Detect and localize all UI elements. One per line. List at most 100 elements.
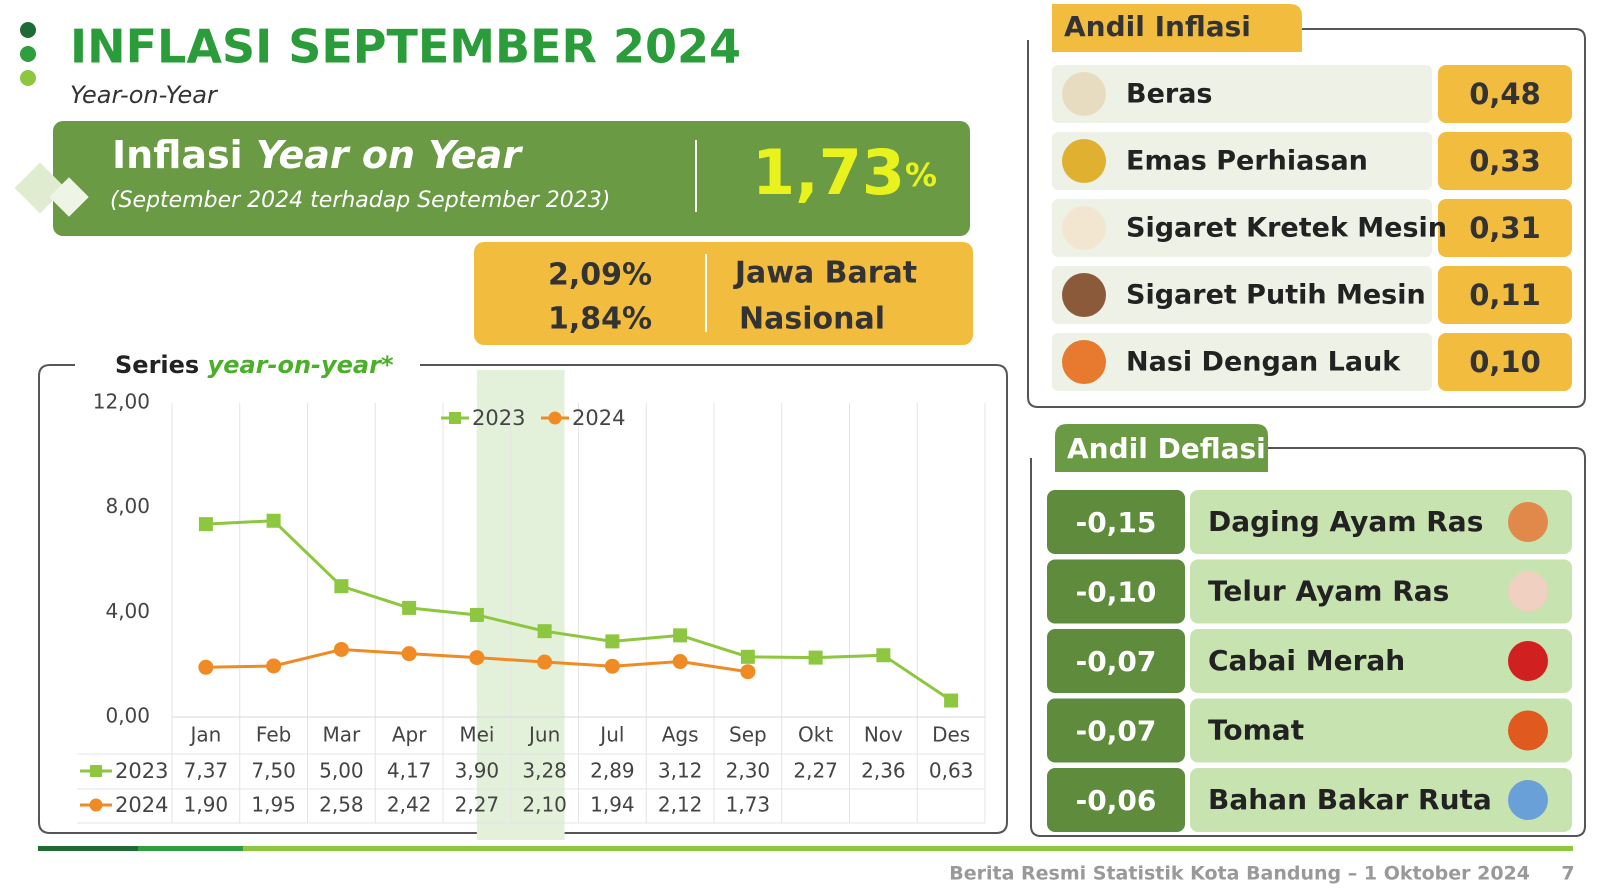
table-value: 2,42: [387, 793, 432, 817]
dot: [20, 70, 36, 86]
item-box: [1052, 333, 1432, 391]
item-value: 0,48: [1469, 77, 1541, 111]
legend-marker: [449, 412, 461, 424]
footer-bar: [243, 846, 1573, 851]
item-label: Nasi Dengan Lauk: [1126, 347, 1401, 378]
summary-value: 1,73%: [752, 136, 937, 209]
value-box: [1438, 266, 1572, 324]
item-box: [1052, 65, 1432, 123]
chart-title: Series year-on-year*: [115, 351, 394, 379]
series-line: [205, 519, 952, 702]
decor: [14, 162, 66, 214]
value-box: [1047, 698, 1185, 763]
item-label: Cabai Merah: [1208, 644, 1405, 677]
item-icon: [1508, 780, 1548, 820]
point: [604, 658, 620, 674]
item-box: [1052, 199, 1432, 257]
point: [402, 600, 417, 615]
value-box: [1438, 333, 1572, 391]
item-value: -0,15: [1076, 506, 1157, 539]
table-value: 3,90: [455, 759, 500, 783]
item-label: Tomat: [1208, 714, 1304, 747]
summary-unit: %: [905, 156, 937, 194]
table-value: 2,30: [726, 759, 771, 783]
point: [401, 646, 417, 662]
x-tick-label: Mei: [459, 723, 494, 747]
point: [266, 513, 281, 528]
point: [333, 641, 349, 657]
point: [672, 654, 688, 670]
y-tick-label: 12,00: [93, 390, 150, 414]
item-icon: [1508, 571, 1548, 612]
value-box: [1047, 768, 1185, 832]
point: [876, 648, 891, 663]
point: [740, 649, 755, 664]
x-tick-label: Nov: [864, 723, 903, 747]
summary-label: Inflasi Year on Year: [112, 133, 523, 177]
table-value: 2,27: [793, 759, 838, 783]
table-value: 1,90: [184, 793, 229, 817]
item-icon: [1508, 710, 1548, 751]
item-value: -0,10: [1076, 576, 1157, 609]
comparison-region: Nasional: [739, 302, 885, 337]
footer-source: Berita Resmi Statistik Kota Bandung – 1 …: [949, 863, 1530, 885]
y-tick-label: 4,00: [105, 599, 150, 623]
item-value: 0,31: [1469, 211, 1541, 245]
value-box: [1438, 65, 1572, 123]
item-box: [1190, 490, 1572, 554]
panel-title: Andil Deflasi: [1067, 432, 1266, 465]
point: [673, 628, 688, 643]
table-value: 2,58: [319, 793, 364, 817]
table-value: 4,17: [387, 759, 432, 783]
item-box: [1190, 559, 1572, 624]
point: [198, 517, 213, 532]
item-box: [1052, 132, 1432, 190]
y-tick-label: 8,00: [105, 494, 150, 518]
item-label: Emas Perhiasan: [1126, 146, 1368, 177]
table-value: 2,27: [455, 793, 500, 817]
page-number: 7: [1561, 863, 1574, 885]
value-box: [1047, 490, 1185, 554]
table-value: 1,73: [726, 793, 771, 817]
item-icon: [1062, 273, 1106, 317]
table-value: 2,12: [658, 793, 703, 817]
table-value: 2,36: [861, 759, 906, 783]
item-value: 0,11: [1469, 278, 1541, 312]
panel-frame: [1030, 447, 1586, 837]
x-tick-label: Okt: [798, 723, 833, 747]
footer-bar: [138, 846, 243, 851]
item-box: [1190, 768, 1572, 832]
point: [740, 664, 756, 680]
x-tick-label: Sep: [729, 723, 767, 747]
item-label: Telur Ayam Ras: [1208, 575, 1449, 608]
comparison-box: [474, 242, 973, 345]
table-value: 2,10: [522, 793, 567, 817]
table-value: 5,00: [319, 759, 364, 783]
table-series-name: 2024: [115, 793, 168, 817]
item-value: 0,10: [1469, 345, 1541, 379]
panel-tab: [1052, 4, 1302, 52]
decor: [49, 177, 89, 217]
highlight: [476, 370, 565, 840]
point: [334, 579, 349, 594]
x-tick-label: Des: [932, 723, 970, 747]
legend-marker: [548, 411, 562, 425]
table-legend-marker: [90, 765, 102, 777]
item-label: Sigaret Kretek Mesin: [1126, 213, 1447, 244]
item-label: Sigaret Putih Mesin: [1126, 280, 1426, 311]
comparison-region: Jawa Barat: [733, 256, 917, 291]
title: INFLASI SEPTEMBER 2024: [70, 20, 741, 74]
legend-label: 2023: [472, 406, 525, 430]
table-value: 7,50: [251, 759, 296, 783]
comparison-value: 1,84%: [548, 302, 652, 337]
x-tick-label: Mar: [323, 723, 362, 747]
point: [469, 607, 484, 622]
table-legend-marker: [89, 798, 103, 812]
item-value: -0,07: [1076, 645, 1157, 678]
dot: [20, 22, 36, 38]
footer-bar: [38, 846, 138, 851]
value-box: [1047, 629, 1185, 693]
table-value: 1,95: [251, 793, 296, 817]
item-box: [1190, 629, 1572, 693]
item-label: Beras: [1126, 79, 1213, 110]
